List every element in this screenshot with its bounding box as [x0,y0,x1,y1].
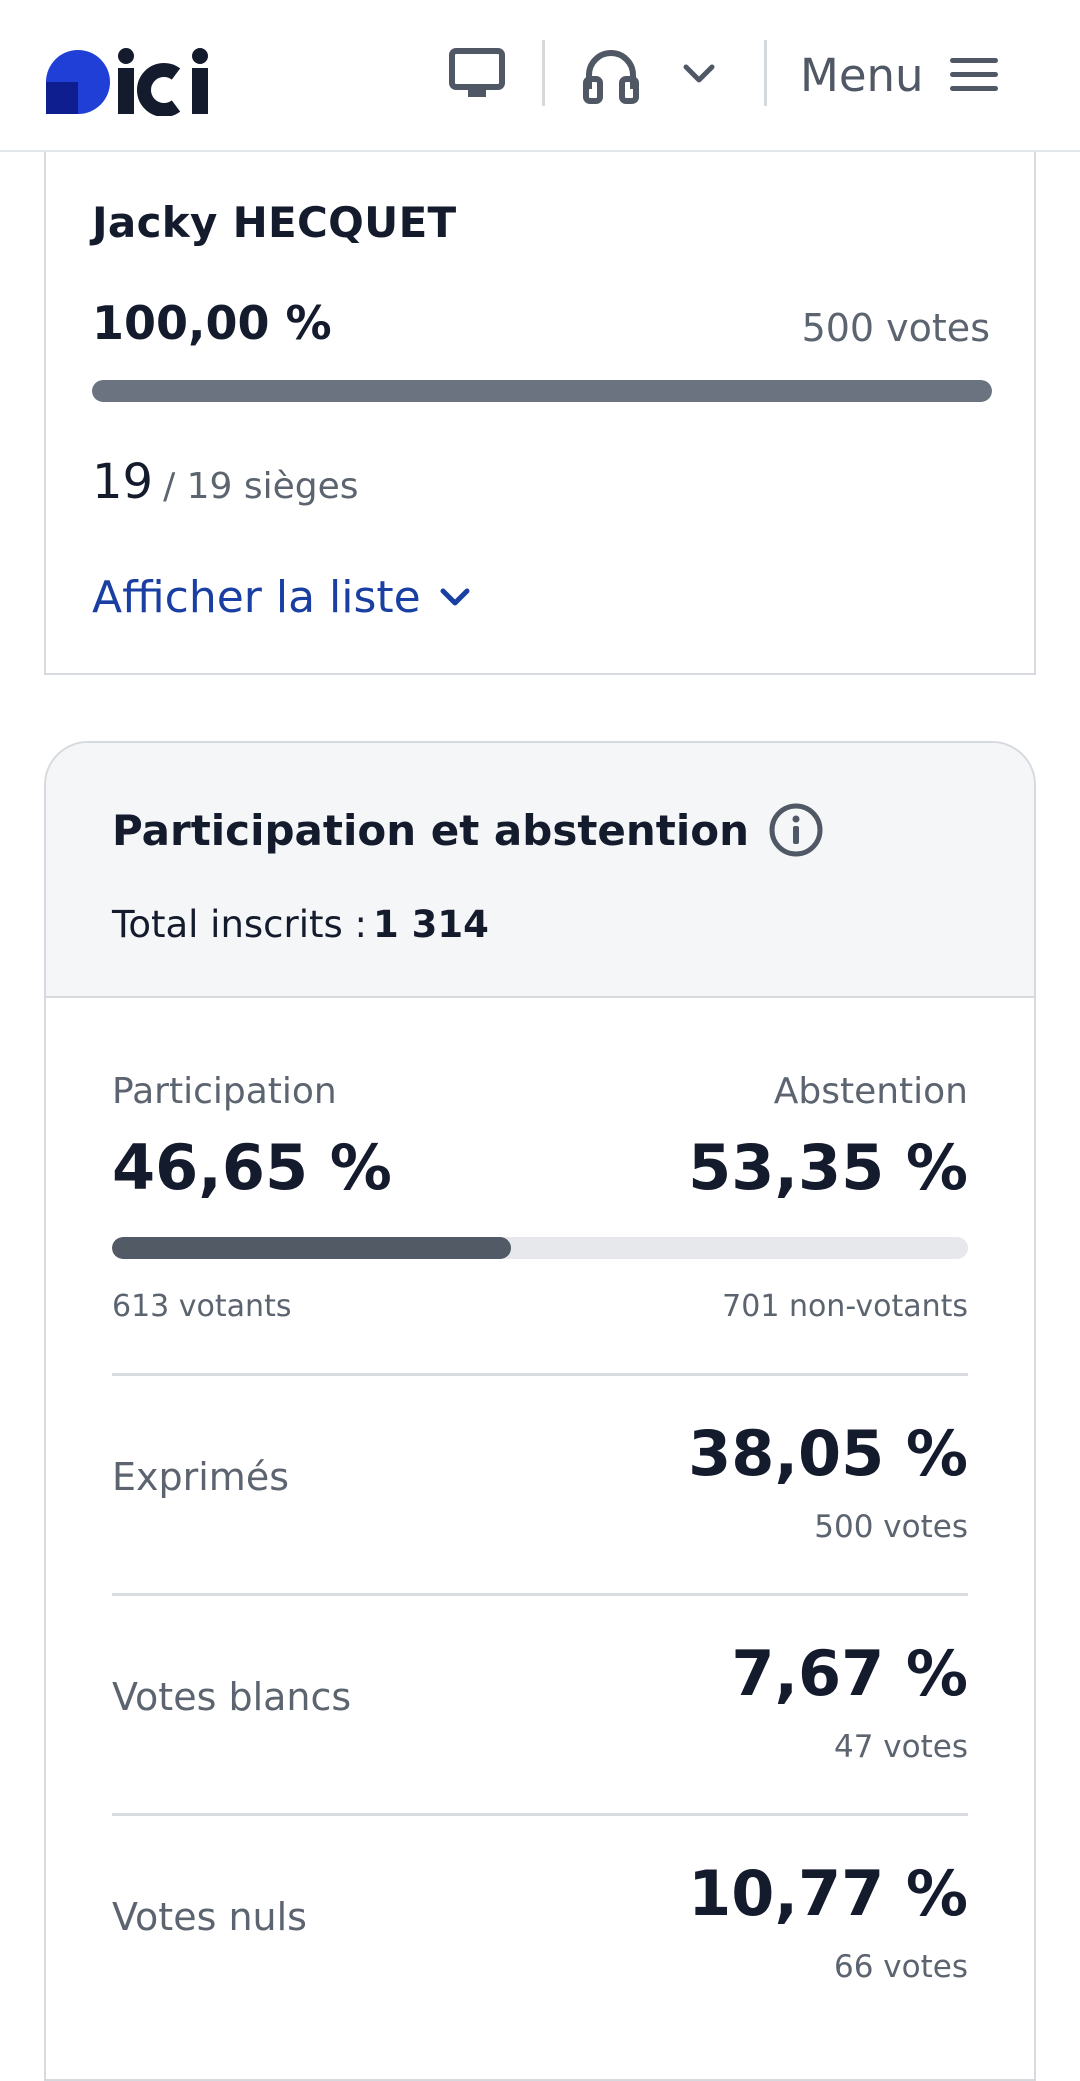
header-divider [764,40,767,106]
stat-label: Votes blancs [112,1675,352,1719]
stat-votes: 500 votes [814,1509,968,1545]
stat-value: 7,67 % [731,1637,968,1710]
stat-label: Votes nuls [112,1895,307,1939]
menu-button[interactable]: Menu [800,40,1000,110]
chevron-down-icon[interactable] [676,56,722,92]
registered-total: Total inscrits :1 314 [112,903,489,946]
candidate-progress-fill [92,380,992,402]
candidate-card: Jacky HECQUET 100,00 % 500 votes 19 / 19… [44,152,1036,675]
stat-votes: 47 votes [834,1729,968,1765]
stat-label: Exprimés [112,1455,289,1499]
voters-count: 613 votants [112,1289,292,1324]
hamburger-icon [948,55,1000,95]
participation-label: Participation [112,1071,337,1112]
show-list-button[interactable]: Afficher la liste [92,572,471,623]
participation-value: 46,65 % [112,1131,392,1204]
abstention-value: 53,35 % [688,1131,968,1204]
seats: 19 / 19 sièges [92,454,359,510]
candidate-percent: 100,00 % [92,296,332,350]
chevron-down-icon [439,587,471,609]
show-list-label: Afficher la liste [92,572,421,623]
registered-value: 1 314 [373,903,489,946]
candidate-votes: 500 votes [801,306,990,350]
candidate-progress-bar [92,380,992,402]
divider [112,1593,968,1596]
participation-card: Participation et abstention Total inscri… [44,741,1036,2081]
stat-value: 10,77 % [688,1857,968,1930]
divider [112,1373,968,1376]
participation-progress-fill [112,1237,512,1259]
divider [112,1813,968,1816]
headphones-icon[interactable] [580,44,642,106]
participation-title-row: Participation et abstention [112,801,825,859]
non-voters-count: 701 non-votants [722,1289,968,1324]
top-header: Menu [0,0,1080,152]
ici-logo[interactable] [44,44,214,117]
registered-label: Total inscrits : [112,903,368,946]
tv-icon[interactable] [446,46,508,102]
stat-value: 38,05 % [688,1417,968,1490]
participation-title: Participation et abstention [112,805,750,855]
seats-won: 19 [92,454,154,510]
candidate-name: Jacky HECQUET [92,198,457,247]
abstention-label: Abstention [773,1071,968,1112]
seats-total: / 19 sièges [163,466,359,507]
participation-header: Participation et abstention Total inscri… [46,743,1034,998]
header-divider [542,40,545,106]
stat-votes: 66 votes [834,1949,968,1985]
participation-progress-bar [112,1237,968,1259]
menu-label: Menu [800,48,924,102]
info-icon[interactable] [767,801,825,859]
